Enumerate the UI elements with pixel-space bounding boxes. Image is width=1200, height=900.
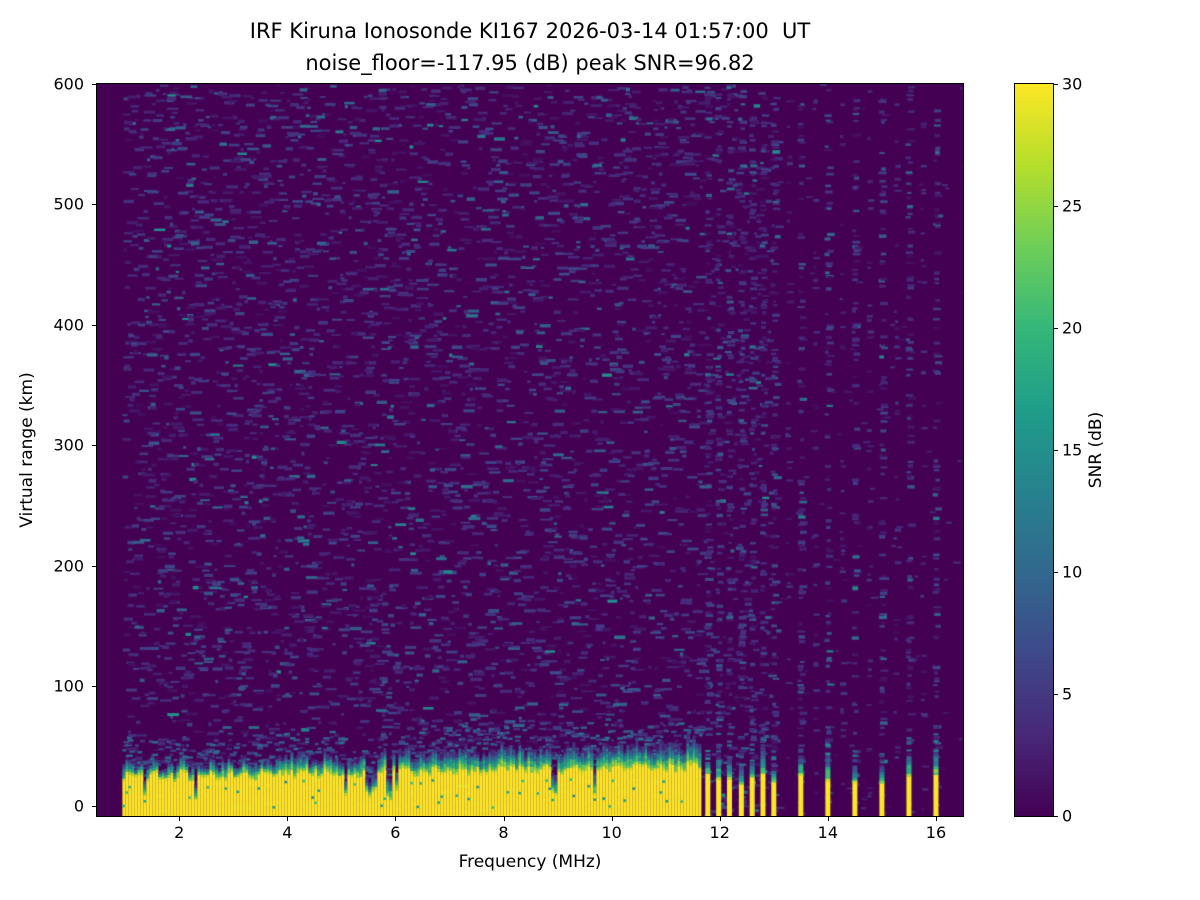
y-tick-mark [92, 324, 96, 326]
y-tick-label: 400 [53, 315, 84, 335]
y-axis-label: Virtual range (km) [17, 372, 37, 528]
colorbar-label: SNR (dB) [1086, 411, 1106, 489]
y-tick-label: 500 [53, 194, 84, 214]
x-tick-mark [395, 817, 397, 821]
x-axis-label: Frequency (MHz) [458, 852, 602, 872]
colorbar-tick-mark [1054, 572, 1058, 573]
x-tick-label: 14 [817, 823, 839, 842]
ionogram-heatmap [97, 84, 963, 816]
x-tick-label: 10 [601, 823, 622, 842]
colorbar-tick-mark [1054, 450, 1058, 451]
x-tick-mark [611, 817, 613, 821]
colorbar-tick-mark [1054, 84, 1058, 85]
colorbar-tick-label: 25 [1062, 196, 1083, 216]
colorbar-tick-label: 10 [1062, 562, 1083, 582]
chart-subtitle: noise_floor=-117.95 (dB) peak SNR=96.82 [305, 51, 755, 75]
x-tick-mark [719, 817, 721, 821]
colorbar-tick-label: 20 [1062, 318, 1083, 338]
y-tick-mark [92, 204, 96, 206]
x-tick-label: 4 [282, 823, 293, 842]
colorbar-gradient [1014, 83, 1054, 817]
y-tick-label: 200 [53, 556, 84, 576]
y-tick-mark [92, 806, 96, 808]
x-tick-label: 8 [498, 823, 509, 842]
chart-title: IRF Kiruna Ionosonde KI167 2026-03-14 01… [249, 19, 811, 43]
colorbar-tick-mark [1054, 816, 1058, 817]
y-tick-mark [92, 565, 96, 567]
y-tick-label: 600 [53, 74, 84, 94]
x-tick-mark [179, 817, 181, 821]
y-tick-mark [92, 685, 96, 687]
x-tick-mark [503, 817, 505, 821]
colorbar-tick-label: 0 [1062, 806, 1073, 826]
colorbar-tick-mark [1054, 694, 1058, 695]
x-tick-label: 12 [709, 823, 730, 842]
x-tick-label: 16 [925, 823, 947, 842]
x-tick-label: 6 [390, 823, 401, 842]
y-tick-label: 300 [53, 435, 84, 455]
colorbar-tick-mark [1054, 206, 1058, 207]
y-tick-mark [92, 84, 96, 85]
colorbar-tick-label: 15 [1062, 440, 1083, 460]
x-tick-label: 2 [174, 823, 185, 842]
colorbar-tick-label: 5 [1062, 684, 1073, 704]
colorbar-tick-mark [1054, 328, 1058, 329]
y-tick-label: 100 [53, 676, 84, 696]
x-tick-mark [827, 817, 829, 821]
y-tick-label: 0 [73, 796, 84, 816]
x-tick-mark [287, 817, 289, 821]
x-tick-mark [935, 817, 937, 821]
colorbar-tick-label: 30 [1062, 74, 1083, 94]
y-tick-mark [92, 445, 96, 447]
